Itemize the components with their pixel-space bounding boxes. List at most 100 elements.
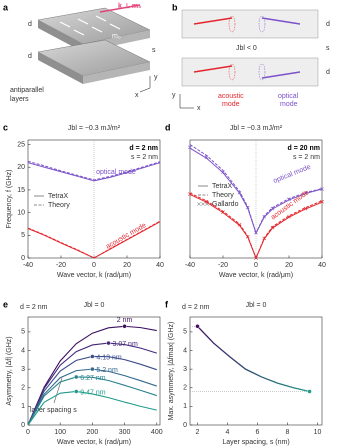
legend-label: TetraX (48, 193, 69, 200)
chart-title: Jbl = −0.3 mJ/m² (230, 125, 283, 132)
data-point (287, 197, 291, 202)
annotation: layer spacing s (30, 407, 77, 414)
precession (193, 15, 301, 81)
plot-frame (27, 316, 161, 426)
data-point (106, 340, 111, 346)
panel-label: e (3, 299, 8, 309)
legend-label: Theory (48, 202, 70, 209)
y-axis-label: Max. asymmetry, |Δfmax| (GHz) (168, 322, 175, 421)
series-line (27, 390, 157, 426)
series-label: 9.47 nm (80, 389, 105, 396)
x-tick-label: 400 (151, 429, 163, 436)
x-tick-label: 20 (285, 262, 293, 269)
y-tick-label: 4 (183, 347, 187, 354)
x-tick-label: 0 (26, 429, 30, 436)
x-tick-label: -40 (23, 262, 33, 269)
panel-label: a (3, 2, 9, 12)
data-point (262, 236, 267, 241)
mode-label: acoustic (218, 93, 244, 100)
legend-label: Theory (212, 192, 234, 199)
plot-frame (189, 316, 323, 426)
data-point (320, 199, 324, 204)
y-tick-label: 0 (183, 422, 187, 429)
data-point (204, 199, 209, 204)
d-label: d (326, 21, 330, 28)
annotation: d = 2 nm (20, 304, 48, 311)
series-line (197, 325, 310, 393)
y-tick-label: 5 (21, 232, 25, 239)
series-line (27, 376, 157, 426)
data-point (320, 187, 324, 191)
s-label: s (152, 47, 156, 54)
mode-label: mode (280, 101, 298, 108)
data-point (254, 230, 258, 235)
x-tick-label: 200 (87, 429, 99, 436)
series-label: 3.07 nm (112, 341, 137, 348)
m-label: m₀ (112, 33, 121, 40)
annotation: s = 2 nm (131, 154, 158, 161)
x-tick-label: 40 (318, 262, 326, 269)
axis-y: y (172, 92, 176, 99)
x-tick-label: 6 (256, 429, 260, 436)
y-tick-label: 5 (183, 329, 187, 336)
d-label: d (326, 69, 330, 76)
series-line (27, 160, 161, 181)
series-label: 5.2 nm (96, 367, 118, 374)
y-tick-label: 1 (21, 403, 25, 410)
s-label: s (326, 45, 330, 52)
caption: antiparallel (10, 87, 44, 94)
slab-bottom (37, 39, 151, 84)
y-axis-label: Asymmetry, |Δf| (GHz) (6, 336, 13, 405)
series-line (27, 162, 161, 182)
chart-title: Jbl = 0 (246, 302, 267, 309)
y-axis-label: Frequency, f (GHz) (6, 170, 13, 229)
chart-title: Jbl = 0 (84, 302, 105, 309)
legend-swatch (201, 202, 205, 206)
data-point (245, 205, 250, 210)
axis-y: y (154, 74, 158, 81)
data-point (254, 256, 258, 260)
series-label: acoustic mode (105, 222, 148, 251)
data-point (74, 374, 79, 380)
y-tick-label: 5 (21, 329, 25, 336)
axes-icon (139, 76, 151, 93)
data-point (245, 234, 250, 239)
series-label: 6.27 nm (80, 375, 105, 382)
y-tick-label: 1 (183, 403, 187, 410)
data-point (221, 170, 225, 175)
data-point (262, 214, 267, 219)
data-point (303, 206, 308, 211)
magnetization-arrows (59, 15, 121, 36)
series-label: optical mode (272, 164, 312, 185)
x-axis-label: Layer spacing, s (nm) (222, 439, 289, 446)
y-tick-label: 0 (21, 422, 25, 429)
data-point (270, 206, 275, 211)
x-axis-label: Wave vector, k (rad/μm) (57, 439, 131, 446)
x-tick-label: -20 (56, 262, 66, 269)
caption: layers (10, 96, 29, 103)
data-point (237, 190, 242, 195)
x-tick-label: 0 (254, 262, 258, 269)
data-point (195, 324, 200, 329)
axis-x: x (197, 105, 201, 112)
y-tick-label: 25 (17, 141, 25, 148)
panel-label: d (165, 122, 171, 132)
annotation: d = 2 nm (182, 304, 210, 311)
y-tick-label: 3 (21, 366, 25, 373)
data-point (303, 191, 308, 195)
d-label: d (28, 53, 32, 60)
data-point (188, 192, 192, 196)
x-tick-label: 2 (196, 429, 200, 436)
x-tick-label: 100 (54, 429, 66, 436)
y-tick-label: 15 (17, 187, 25, 194)
data-point (74, 389, 79, 394)
mode-label: mode (222, 101, 240, 108)
x-tick-label: 10 (314, 429, 322, 436)
legend-label: Gallardo (212, 201, 239, 208)
data-point (237, 223, 242, 227)
chart-title: Jbl = −0.3 mJ/m² (68, 125, 121, 132)
coupling-label: Jbl < 0 (236, 45, 257, 52)
axes-icon (179, 94, 194, 109)
legend-label: TetraX (212, 183, 233, 190)
